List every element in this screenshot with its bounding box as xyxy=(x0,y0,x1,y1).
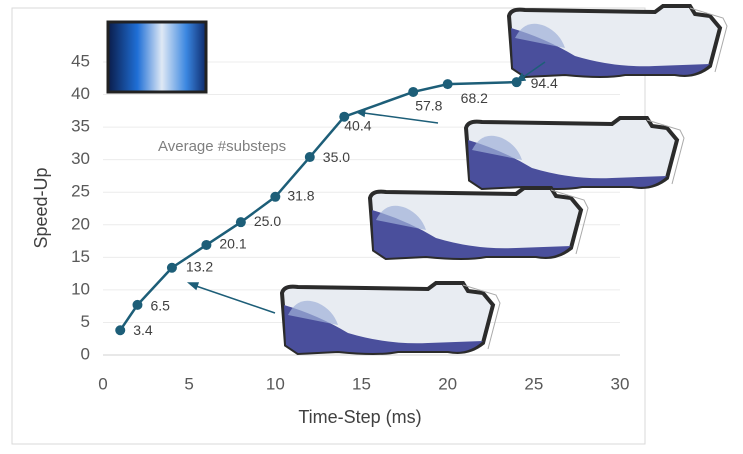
x-tick-label: 20 xyxy=(438,374,457,393)
substep-label: 13.2 xyxy=(186,258,213,274)
substep-label: 3.4 xyxy=(133,322,153,338)
y-tick-label: 10 xyxy=(71,279,90,298)
data-point xyxy=(201,239,212,250)
data-point xyxy=(442,79,453,90)
y-tick-label: 30 xyxy=(71,149,90,168)
y-tick-label: 5 xyxy=(81,312,90,331)
substep-label: 31.8 xyxy=(287,187,314,203)
substep-label: 68.2 xyxy=(461,90,488,106)
data-point xyxy=(511,77,522,88)
x-tick-label: 30 xyxy=(611,374,630,393)
data-point xyxy=(304,152,315,163)
simulation-image xyxy=(464,116,686,190)
y-tick-label: 40 xyxy=(71,84,90,103)
data-point xyxy=(270,191,281,202)
substep-label: 40.4 xyxy=(344,117,371,133)
x-tick-label: 25 xyxy=(524,374,543,393)
substep-label: 6.5 xyxy=(150,298,170,314)
x-tick-label: 10 xyxy=(266,374,285,393)
substep-label: 20.1 xyxy=(219,236,246,252)
substep-label: 25.0 xyxy=(254,213,281,229)
simulation-image xyxy=(507,4,729,78)
y-tick-label: 0 xyxy=(81,344,90,363)
substep-label: 35.0 xyxy=(323,149,350,165)
y-tick-label: 25 xyxy=(71,182,90,201)
data-point xyxy=(132,299,143,310)
simulation-image xyxy=(368,186,590,260)
y-tick-label: 15 xyxy=(71,247,90,266)
x-tick-label: 5 xyxy=(184,374,193,393)
x-tick-label: 0 xyxy=(98,374,107,393)
y-tick-label: 35 xyxy=(71,117,90,136)
x-axis-title: Time-Step (ms) xyxy=(298,407,421,427)
y-tick-label: 20 xyxy=(71,214,90,233)
simulation-image xyxy=(280,281,502,355)
y-tick-label: 45 xyxy=(71,51,90,70)
data-point xyxy=(115,325,126,336)
data-point xyxy=(339,111,350,122)
x-tick-label: 15 xyxy=(352,374,371,393)
data-point xyxy=(408,86,419,97)
substep-label: 57.8 xyxy=(415,98,442,114)
y-axis-title: Speed-Up xyxy=(31,167,51,248)
substep-label: 94.4 xyxy=(531,75,558,91)
data-point xyxy=(166,262,177,273)
data-point xyxy=(235,217,246,228)
chart-frame xyxy=(11,7,646,445)
annotation: Average #substeps xyxy=(158,138,286,155)
dye-photo xyxy=(106,20,208,94)
